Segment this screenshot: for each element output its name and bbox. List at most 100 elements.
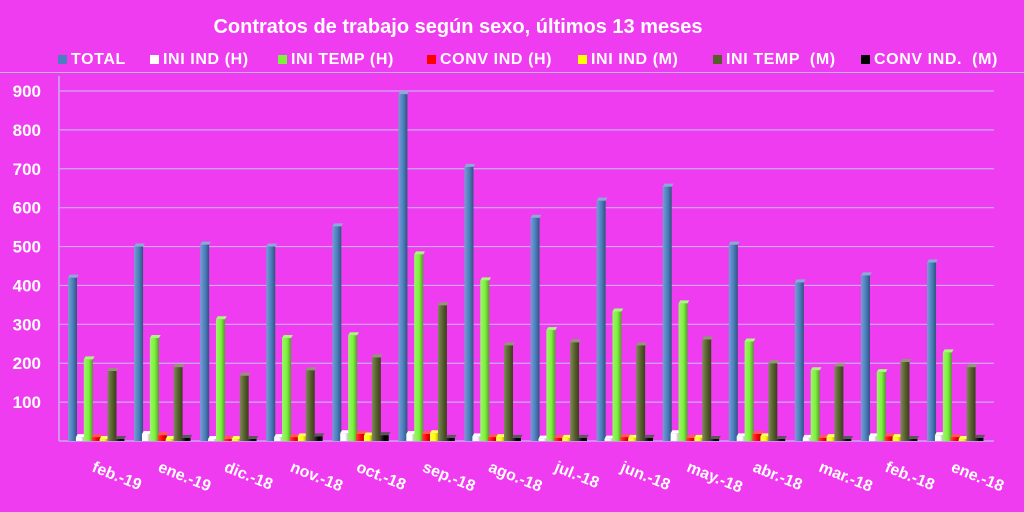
bar-top [577, 434, 589, 438]
bar-conv-ind-h-ago-18 [488, 434, 499, 441]
bar-face [884, 436, 894, 441]
bar-ini-temp-m-feb-18 [900, 359, 912, 441]
y-tick-label: 100 [13, 393, 41, 412]
category-group-feb-19 [68, 274, 127, 441]
bar-total-jul-18 [530, 214, 542, 441]
x-tick-label: jun.-18 [617, 459, 672, 494]
bar-top [398, 91, 410, 95]
bar-conv-ind-m-feb-18 [908, 436, 920, 441]
bar-conv-ind-m-jun-18 [644, 434, 655, 441]
legend-label-ini-temp-m: INI TEMP (M) [726, 51, 836, 68]
legend-swatch-conv-ind-h [427, 55, 436, 64]
bar-face [736, 436, 746, 441]
bar-top [68, 274, 79, 278]
bar-face [530, 217, 540, 441]
bar-top [710, 436, 721, 440]
bar-ini-temp-h-ene-19 [149, 334, 161, 441]
category-group-dic-18 [200, 241, 259, 441]
bar-top [974, 434, 986, 438]
x-tick-label: ago.-18 [486, 459, 544, 496]
category-group-ago-18 [464, 163, 523, 442]
bar-total-ene-19 [134, 243, 145, 441]
x-tick-label: oct.-18 [354, 459, 408, 494]
bar-face [900, 362, 910, 441]
bar-face [570, 342, 580, 441]
bar-top [215, 316, 227, 320]
bar-face [678, 303, 688, 441]
bar-conv-ind-m-mar-18 [842, 436, 854, 441]
bar-conv-ind-m-ene-18 [974, 434, 986, 441]
bar-face [752, 434, 762, 441]
bar-top [636, 342, 647, 346]
bar-face [776, 439, 786, 441]
bar-face [141, 434, 151, 441]
bar-face [908, 439, 918, 441]
bar-ini-temp-h-jul-18 [546, 327, 558, 441]
bar-face [702, 339, 712, 441]
bar-face [305, 370, 315, 441]
bar-face [934, 435, 944, 441]
bar-top [644, 434, 655, 438]
bar-total-ene-18 [927, 259, 938, 441]
bar-conv-ind-h-abr-18 [752, 431, 764, 441]
y-tick-label: 200 [13, 354, 41, 373]
bar-ini-temp-h-jun-18 [612, 308, 624, 441]
bar-top [332, 223, 344, 227]
bar-face [215, 319, 225, 441]
bar-ini-temp-m-mar-18 [834, 363, 846, 441]
category-group-nov-18 [266, 243, 325, 441]
x-tick-label: jul.-18 [551, 459, 601, 492]
bar-face [239, 375, 249, 441]
bar-face [810, 370, 820, 441]
bar-conv-ind-m-ago-18 [511, 434, 523, 441]
category-group-sep-18 [398, 91, 457, 441]
bar-ini-temp-h-oct-18 [348, 332, 359, 441]
legend-label-conv-ind-m: CONV IND. (M) [874, 51, 998, 68]
bar-conv-ind-m-abr-18 [776, 436, 787, 441]
bar-face [356, 434, 366, 441]
bar-top [768, 360, 780, 364]
bar-face [686, 437, 696, 441]
bar-top [876, 369, 888, 373]
bar-face [231, 439, 241, 441]
bar-face [868, 436, 878, 441]
bar-face [728, 244, 738, 441]
bar-face [379, 435, 389, 441]
legend: TOTAL INI IND (H) INI TEMP (H) CONV IND … [0, 0, 1024, 72]
y-tick-label: 300 [13, 315, 41, 334]
bar-face [115, 439, 125, 441]
bar-top [794, 279, 806, 283]
bar-top [464, 163, 476, 167]
legend-label-total: TOTAL [71, 51, 126, 68]
bar-face [107, 371, 117, 441]
bar-conv-ind-h-oct-18 [356, 431, 367, 441]
bar-ini-temp-m-ene-18 [966, 364, 978, 441]
bar-face [134, 246, 144, 441]
bar-top [662, 183, 674, 187]
bar-face [422, 434, 432, 441]
bar-face [628, 437, 638, 441]
bar-face [488, 437, 498, 441]
bar-face [744, 341, 754, 441]
legend-label-ini-ind-m: INI IND (M) [591, 51, 679, 68]
bar-face [818, 437, 828, 441]
bar-total-sep-18 [398, 91, 410, 441]
bar-face [538, 438, 548, 441]
bar-ini-temp-h-feb-19 [83, 356, 95, 441]
bar-conv-ind-h-jul-18 [554, 434, 566, 441]
bar-face [620, 437, 630, 441]
bar-face [313, 436, 323, 441]
bar-top [488, 434, 499, 438]
bar-face [974, 437, 984, 441]
bar-face [99, 439, 109, 441]
x-tick-label: abr.-18 [750, 459, 804, 494]
gridlines [59, 90, 994, 403]
legend-swatch-total [58, 55, 67, 64]
bar-face [503, 345, 513, 441]
bar-ini-temp-h-feb-18 [876, 369, 888, 441]
bar-top [942, 349, 954, 353]
bar-face [842, 439, 852, 441]
bar-face [173, 367, 183, 441]
